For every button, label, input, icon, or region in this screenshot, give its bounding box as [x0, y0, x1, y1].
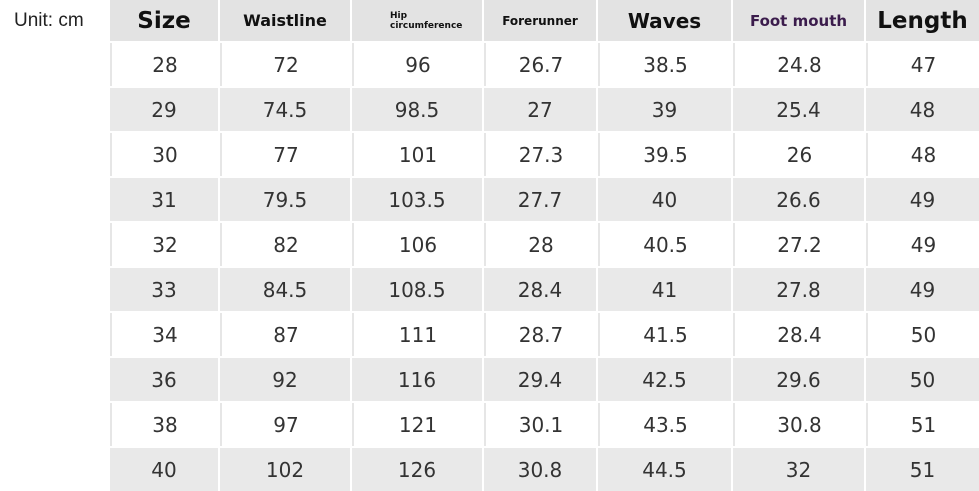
table-cell: 103.5 — [352, 178, 482, 221]
table-cell: 29 — [110, 88, 218, 131]
table-cell: 82 — [220, 223, 350, 266]
table-cell: 72 — [220, 43, 350, 86]
table-cell: 102 — [220, 448, 350, 491]
header-cell: Hip circumference — [352, 0, 482, 41]
table-cell: 39.5 — [598, 133, 731, 176]
table-cell: 40.5 — [598, 223, 731, 266]
table-cell: 25.4 — [733, 88, 864, 131]
table-cell: 116 — [352, 358, 482, 401]
unit-label: Unit: cm — [14, 10, 84, 31]
header-text: Hip circumference — [390, 10, 463, 31]
table-cell: 26.6 — [733, 178, 864, 221]
table-cell: 29.6 — [733, 358, 864, 401]
table-cell: 26.7 — [484, 43, 596, 86]
table-cell: 121 — [352, 403, 482, 446]
table-cell: 47 — [866, 43, 979, 86]
header-cell: Waves — [598, 0, 731, 41]
table-cell: 77 — [220, 133, 350, 176]
table-cell: 38 — [110, 403, 218, 446]
table-cell: 49 — [866, 223, 979, 266]
table-cell: 27.7 — [484, 178, 596, 221]
table-cell: 32 — [733, 448, 864, 491]
table-cell: 48 — [866, 133, 979, 176]
table-cell: 38.5 — [598, 43, 731, 86]
table-cell: 44.5 — [598, 448, 731, 491]
table-cell: 40 — [598, 178, 731, 221]
table-cell: 42.5 — [598, 358, 731, 401]
table-cell: 51 — [866, 403, 979, 446]
table-cell: 48 — [866, 88, 979, 131]
table-cell: 36 — [110, 358, 218, 401]
table-cell: 28.7 — [484, 313, 596, 356]
table-cell: 40 — [110, 448, 218, 491]
table-cell: 33 — [110, 268, 218, 311]
table-cell: 30.1 — [484, 403, 596, 446]
table-cell: 79.5 — [220, 178, 350, 221]
table-cell: 34 — [110, 313, 218, 356]
table-cell: 43.5 — [598, 403, 731, 446]
table-cell: 31 — [110, 178, 218, 221]
table-cell: 87 — [220, 313, 350, 356]
table-cell: 108.5 — [352, 268, 482, 311]
header-cell: Size — [110, 0, 218, 41]
table-cell: 101 — [352, 133, 482, 176]
table-cell: 106 — [352, 223, 482, 266]
header-cell: Foot mouth — [733, 0, 864, 41]
table-cell: 28 — [110, 43, 218, 86]
table-cell: 27.8 — [733, 268, 864, 311]
table-cell: 126 — [352, 448, 482, 491]
table-cell: 32 — [110, 223, 218, 266]
table-cell: 28.4 — [733, 313, 864, 356]
table-cell: 27.2 — [733, 223, 864, 266]
header-cell: Forerunner — [484, 0, 596, 41]
table-cell: 84.5 — [220, 268, 350, 311]
table-cell: 29.4 — [484, 358, 596, 401]
table-cell: 96 — [352, 43, 482, 86]
table-cell: 98.5 — [352, 88, 482, 131]
table-cell: 27 — [484, 88, 596, 131]
table-cell: 97 — [220, 403, 350, 446]
table-cell: 30.8 — [484, 448, 596, 491]
table-cell: 30.8 — [733, 403, 864, 446]
table-cell: 49 — [866, 178, 979, 221]
table-cell: 41 — [598, 268, 731, 311]
table-cell: 28 — [484, 223, 596, 266]
table-cell: 111 — [352, 313, 482, 356]
table-cell: 50 — [866, 358, 979, 401]
table-cell: 49 — [866, 268, 979, 311]
table-cell: 28.4 — [484, 268, 596, 311]
table-cell: 41.5 — [598, 313, 731, 356]
table-cell: 24.8 — [733, 43, 864, 86]
table-cell: 50 — [866, 313, 979, 356]
table-cell: 26 — [733, 133, 864, 176]
header-cell: Waistline — [220, 0, 350, 41]
table-cell: 30 — [110, 133, 218, 176]
table-cell: 39 — [598, 88, 731, 131]
table-cell: 51 — [866, 448, 979, 491]
table-cell: 74.5 — [220, 88, 350, 131]
table-cell: 27.3 — [484, 133, 596, 176]
table-cell: 92 — [220, 358, 350, 401]
header-cell: Length — [866, 0, 979, 41]
